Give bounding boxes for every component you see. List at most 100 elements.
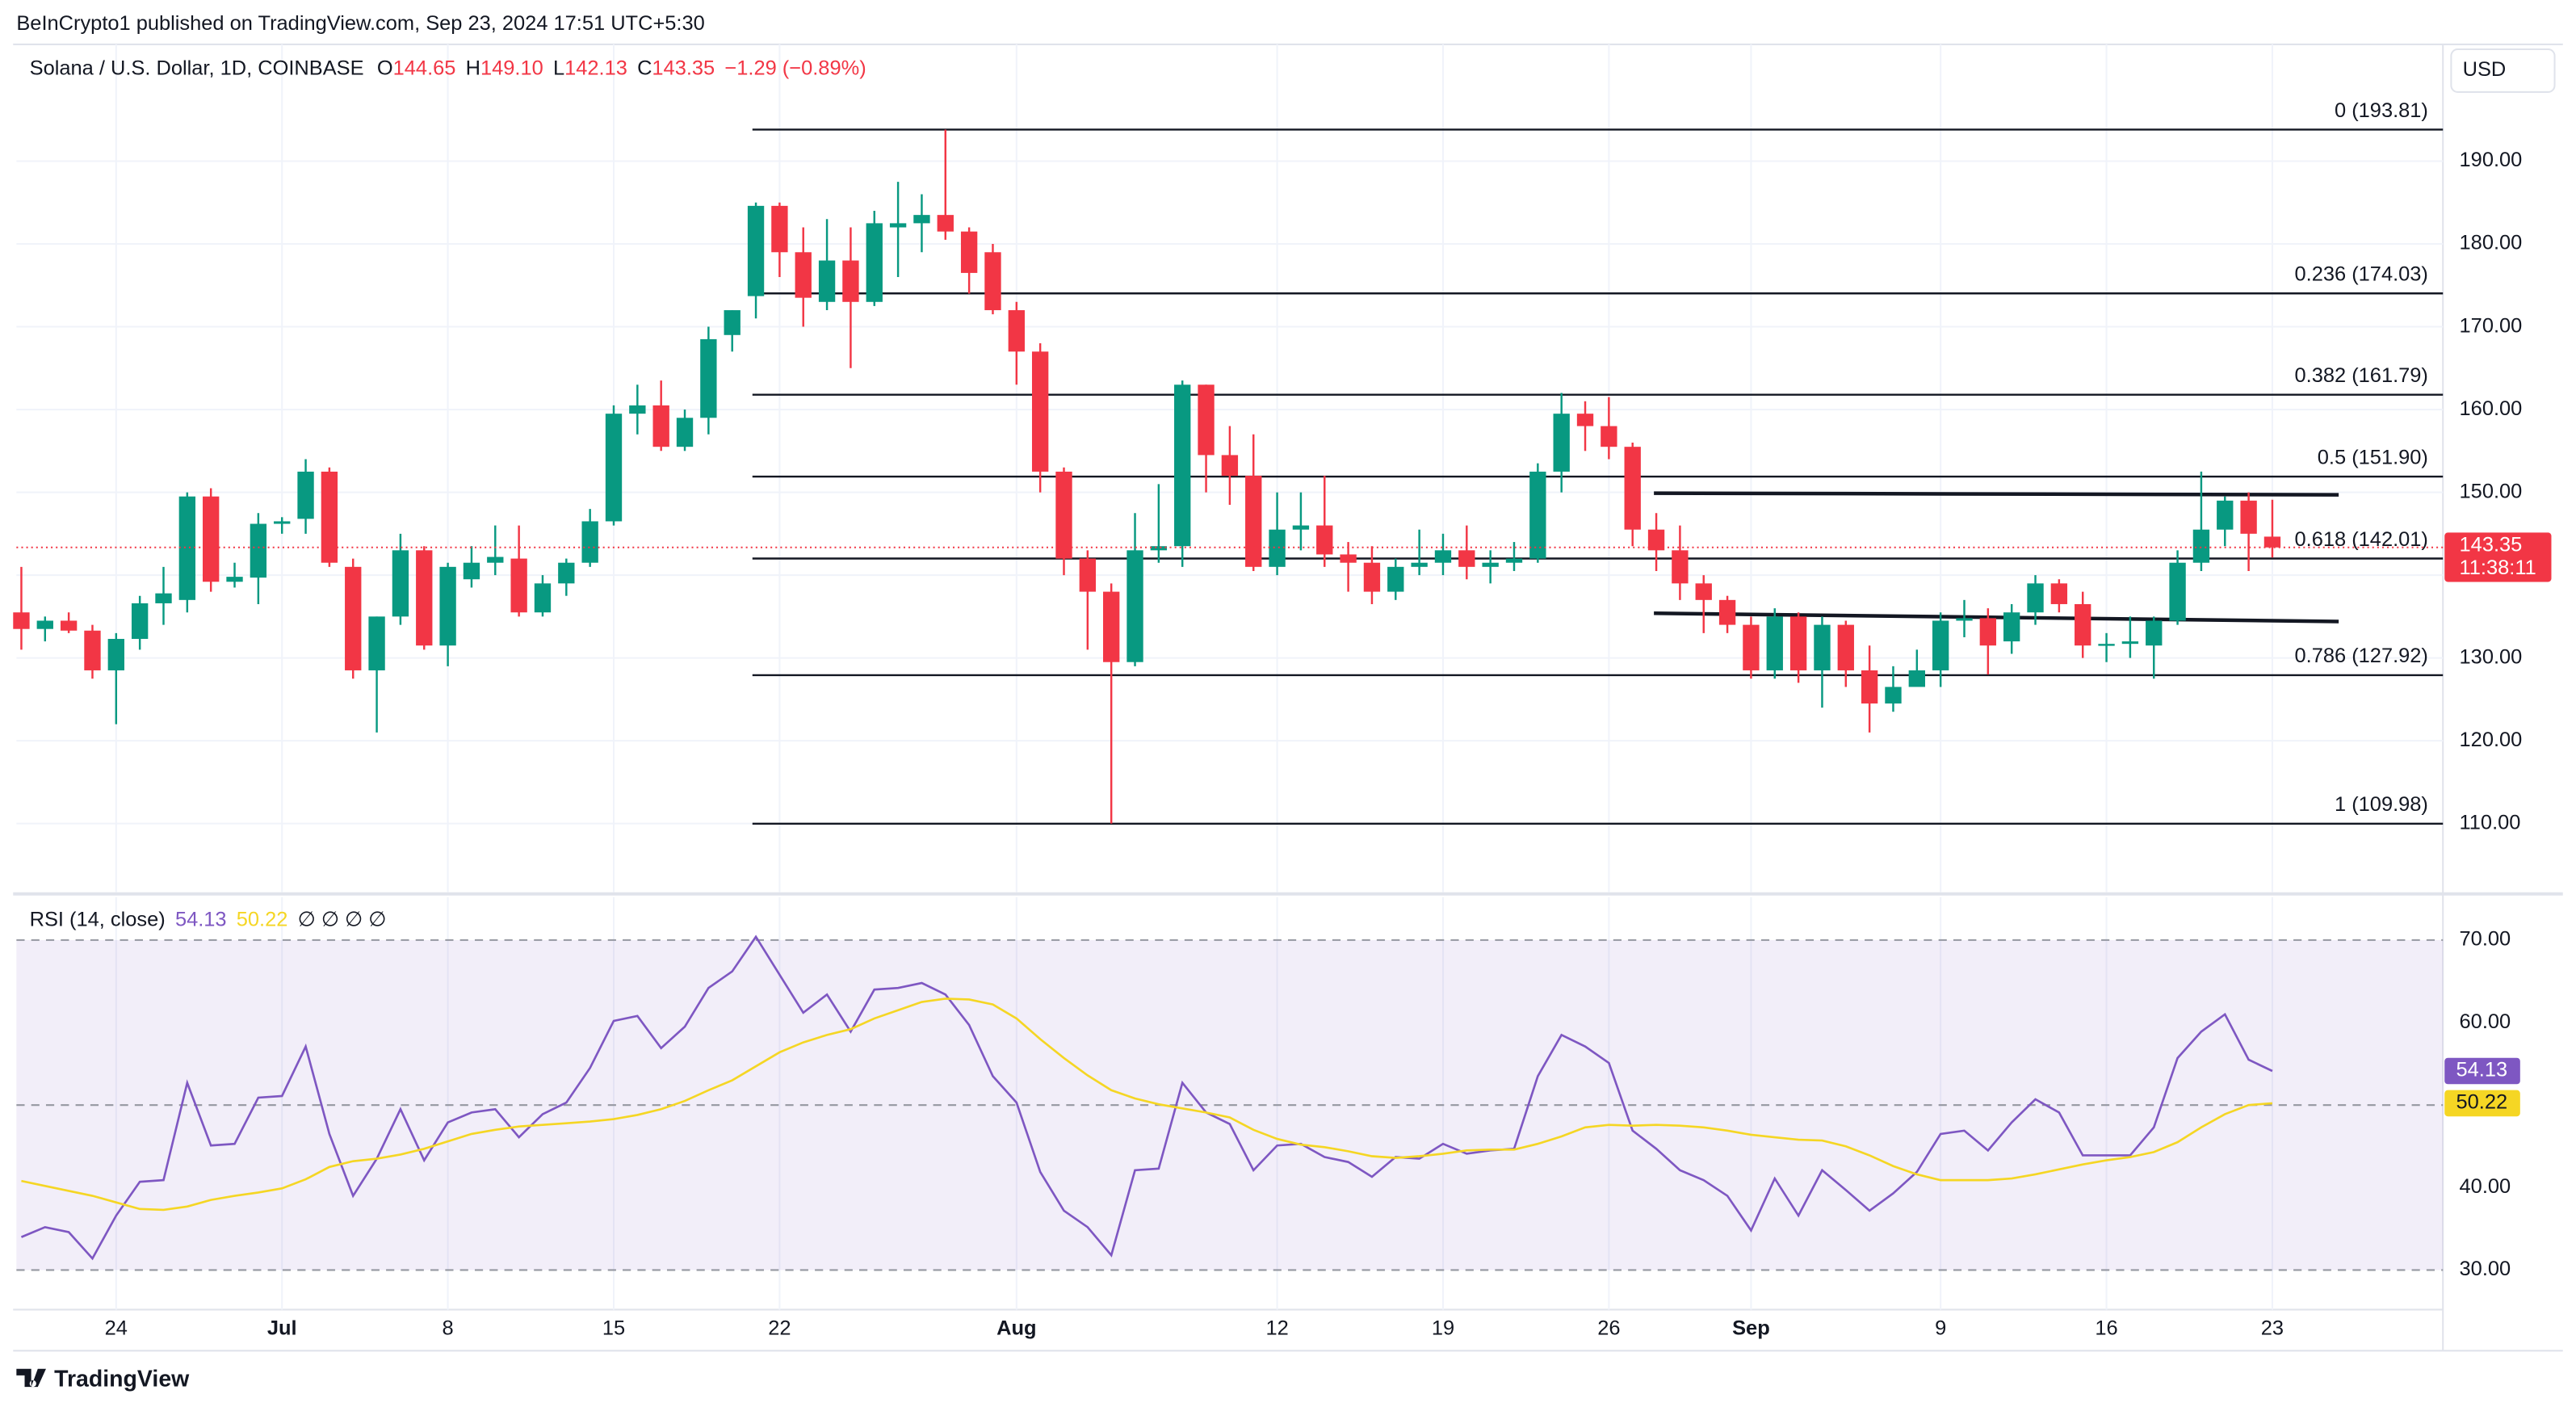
candle-body (1718, 599, 1736, 625)
last-price-label: 143.35 (2460, 533, 2523, 556)
y-tick-label: 170.00 (2460, 314, 2523, 337)
candle-body (274, 521, 291, 524)
candle-body (2027, 583, 2044, 613)
currency-button[interactable] (2450, 48, 2556, 93)
candle-body (1103, 591, 1120, 662)
candle-body (178, 496, 196, 600)
rsi-title: RSI (14, close) (30, 908, 166, 930)
legend-value: 143.35 (652, 57, 715, 79)
candle-body (534, 583, 552, 613)
rsi-legend-extra: ∅ ∅ ∅ ∅ (298, 908, 387, 930)
legend-key: O (377, 57, 393, 79)
candle-body (1789, 616, 1807, 670)
candle-body (1505, 558, 1523, 563)
candle-body (2050, 583, 2068, 604)
rsi-legend-value: 50.22 (237, 908, 288, 930)
candle-body (463, 562, 480, 580)
candle-body (155, 593, 172, 603)
candle-body (605, 414, 623, 522)
candle-body (558, 562, 575, 584)
candle-body (1932, 620, 1949, 670)
x-tick-label: Sep (1732, 1317, 1770, 1340)
candle-body (226, 577, 243, 582)
candle-body (1387, 566, 1404, 592)
candle-body (1008, 310, 1025, 352)
candle-body (107, 639, 124, 670)
x-tick-label: 24 (105, 1317, 128, 1340)
candle-body (1458, 550, 1475, 567)
rsi-line (20, 934, 2273, 1261)
candle-body (1174, 384, 1191, 547)
x-tick-label: 22 (768, 1317, 791, 1340)
candle-body (487, 556, 504, 563)
candle-body (1198, 384, 1215, 456)
candle-body (937, 215, 954, 232)
candle-body (1837, 624, 1854, 670)
fib-label: 1 (109.98) (2335, 793, 2428, 816)
candle-body (416, 550, 433, 646)
legend-title: Solana / U.S. Dollar, 1D, COINBASE (30, 57, 364, 79)
candle-body (2240, 500, 2257, 534)
candle-body (1245, 476, 1262, 567)
candle-body (368, 616, 385, 670)
candle-body (1434, 550, 1452, 563)
candle-body (1221, 455, 1239, 477)
candle-body (771, 205, 788, 253)
candle-body (581, 521, 598, 563)
legend-key: C (637, 57, 652, 79)
candle-body (439, 566, 456, 646)
candle-body (1979, 618, 1997, 646)
x-tick-label: 16 (2095, 1317, 2117, 1340)
trendline (1654, 491, 2339, 497)
candle-body (1126, 550, 1143, 662)
candle-body (1766, 616, 1783, 670)
candle-body (1269, 529, 1286, 567)
candle-body (392, 550, 409, 617)
candle-body (2263, 536, 2281, 548)
candle-body (1908, 670, 1925, 687)
candle-body (629, 405, 646, 414)
candle-body (842, 260, 859, 302)
rsi-tag (2444, 1090, 2520, 1117)
legend: Solana / U.S. Dollar, 1D, COINBASE O144.6… (30, 57, 866, 79)
candle-body (2003, 612, 2020, 642)
legend-value: 144.65 (393, 57, 456, 79)
x-tick-label: 9 (1935, 1317, 1946, 1340)
candle-body (2169, 562, 2186, 621)
candle-body (1861, 670, 1878, 704)
candle-body (747, 205, 765, 296)
candle-body (652, 405, 669, 447)
header: BeInCrypto1 published on TradingView.com… (16, 12, 704, 35)
y-tick-label: 190.00 (2460, 149, 2523, 171)
candle-body (1316, 525, 1333, 555)
legend-change: −1.29 (−0.89%) (724, 57, 866, 79)
candle-body (889, 223, 907, 228)
y-tick-label: 160.00 (2460, 397, 2523, 420)
y-tick-label: 110.00 (2460, 811, 2521, 834)
candle-body (203, 496, 220, 582)
x-tick-label: 23 (2261, 1317, 2284, 1340)
candle-body (1814, 624, 1831, 670)
candle-body (1601, 426, 1617, 447)
candle-body (1529, 471, 1546, 559)
candle-body (700, 338, 717, 418)
rsi-legend-value: 54.13 (175, 908, 227, 930)
candle-body (13, 612, 30, 629)
candle-body (866, 223, 883, 302)
candle-body (1150, 546, 1168, 551)
candle-body (984, 252, 1001, 311)
candle-body (960, 231, 978, 273)
candle-body (1885, 687, 1902, 704)
candle-body (2075, 603, 2091, 646)
candle-body (36, 620, 53, 629)
currency[interactable]: USD (2463, 58, 2507, 81)
candle-body (1576, 414, 1594, 426)
candle-body (297, 471, 314, 519)
candle-body (1956, 618, 1973, 621)
y-tick-label: 180.00 (2460, 232, 2523, 254)
candle-body (250, 523, 267, 578)
rsi-line (21, 998, 2273, 1212)
candle-body (1482, 562, 1499, 567)
rsi-legend: RSI (14, close) 54.13 50.22 ∅ ∅ ∅ ∅ (30, 908, 387, 930)
